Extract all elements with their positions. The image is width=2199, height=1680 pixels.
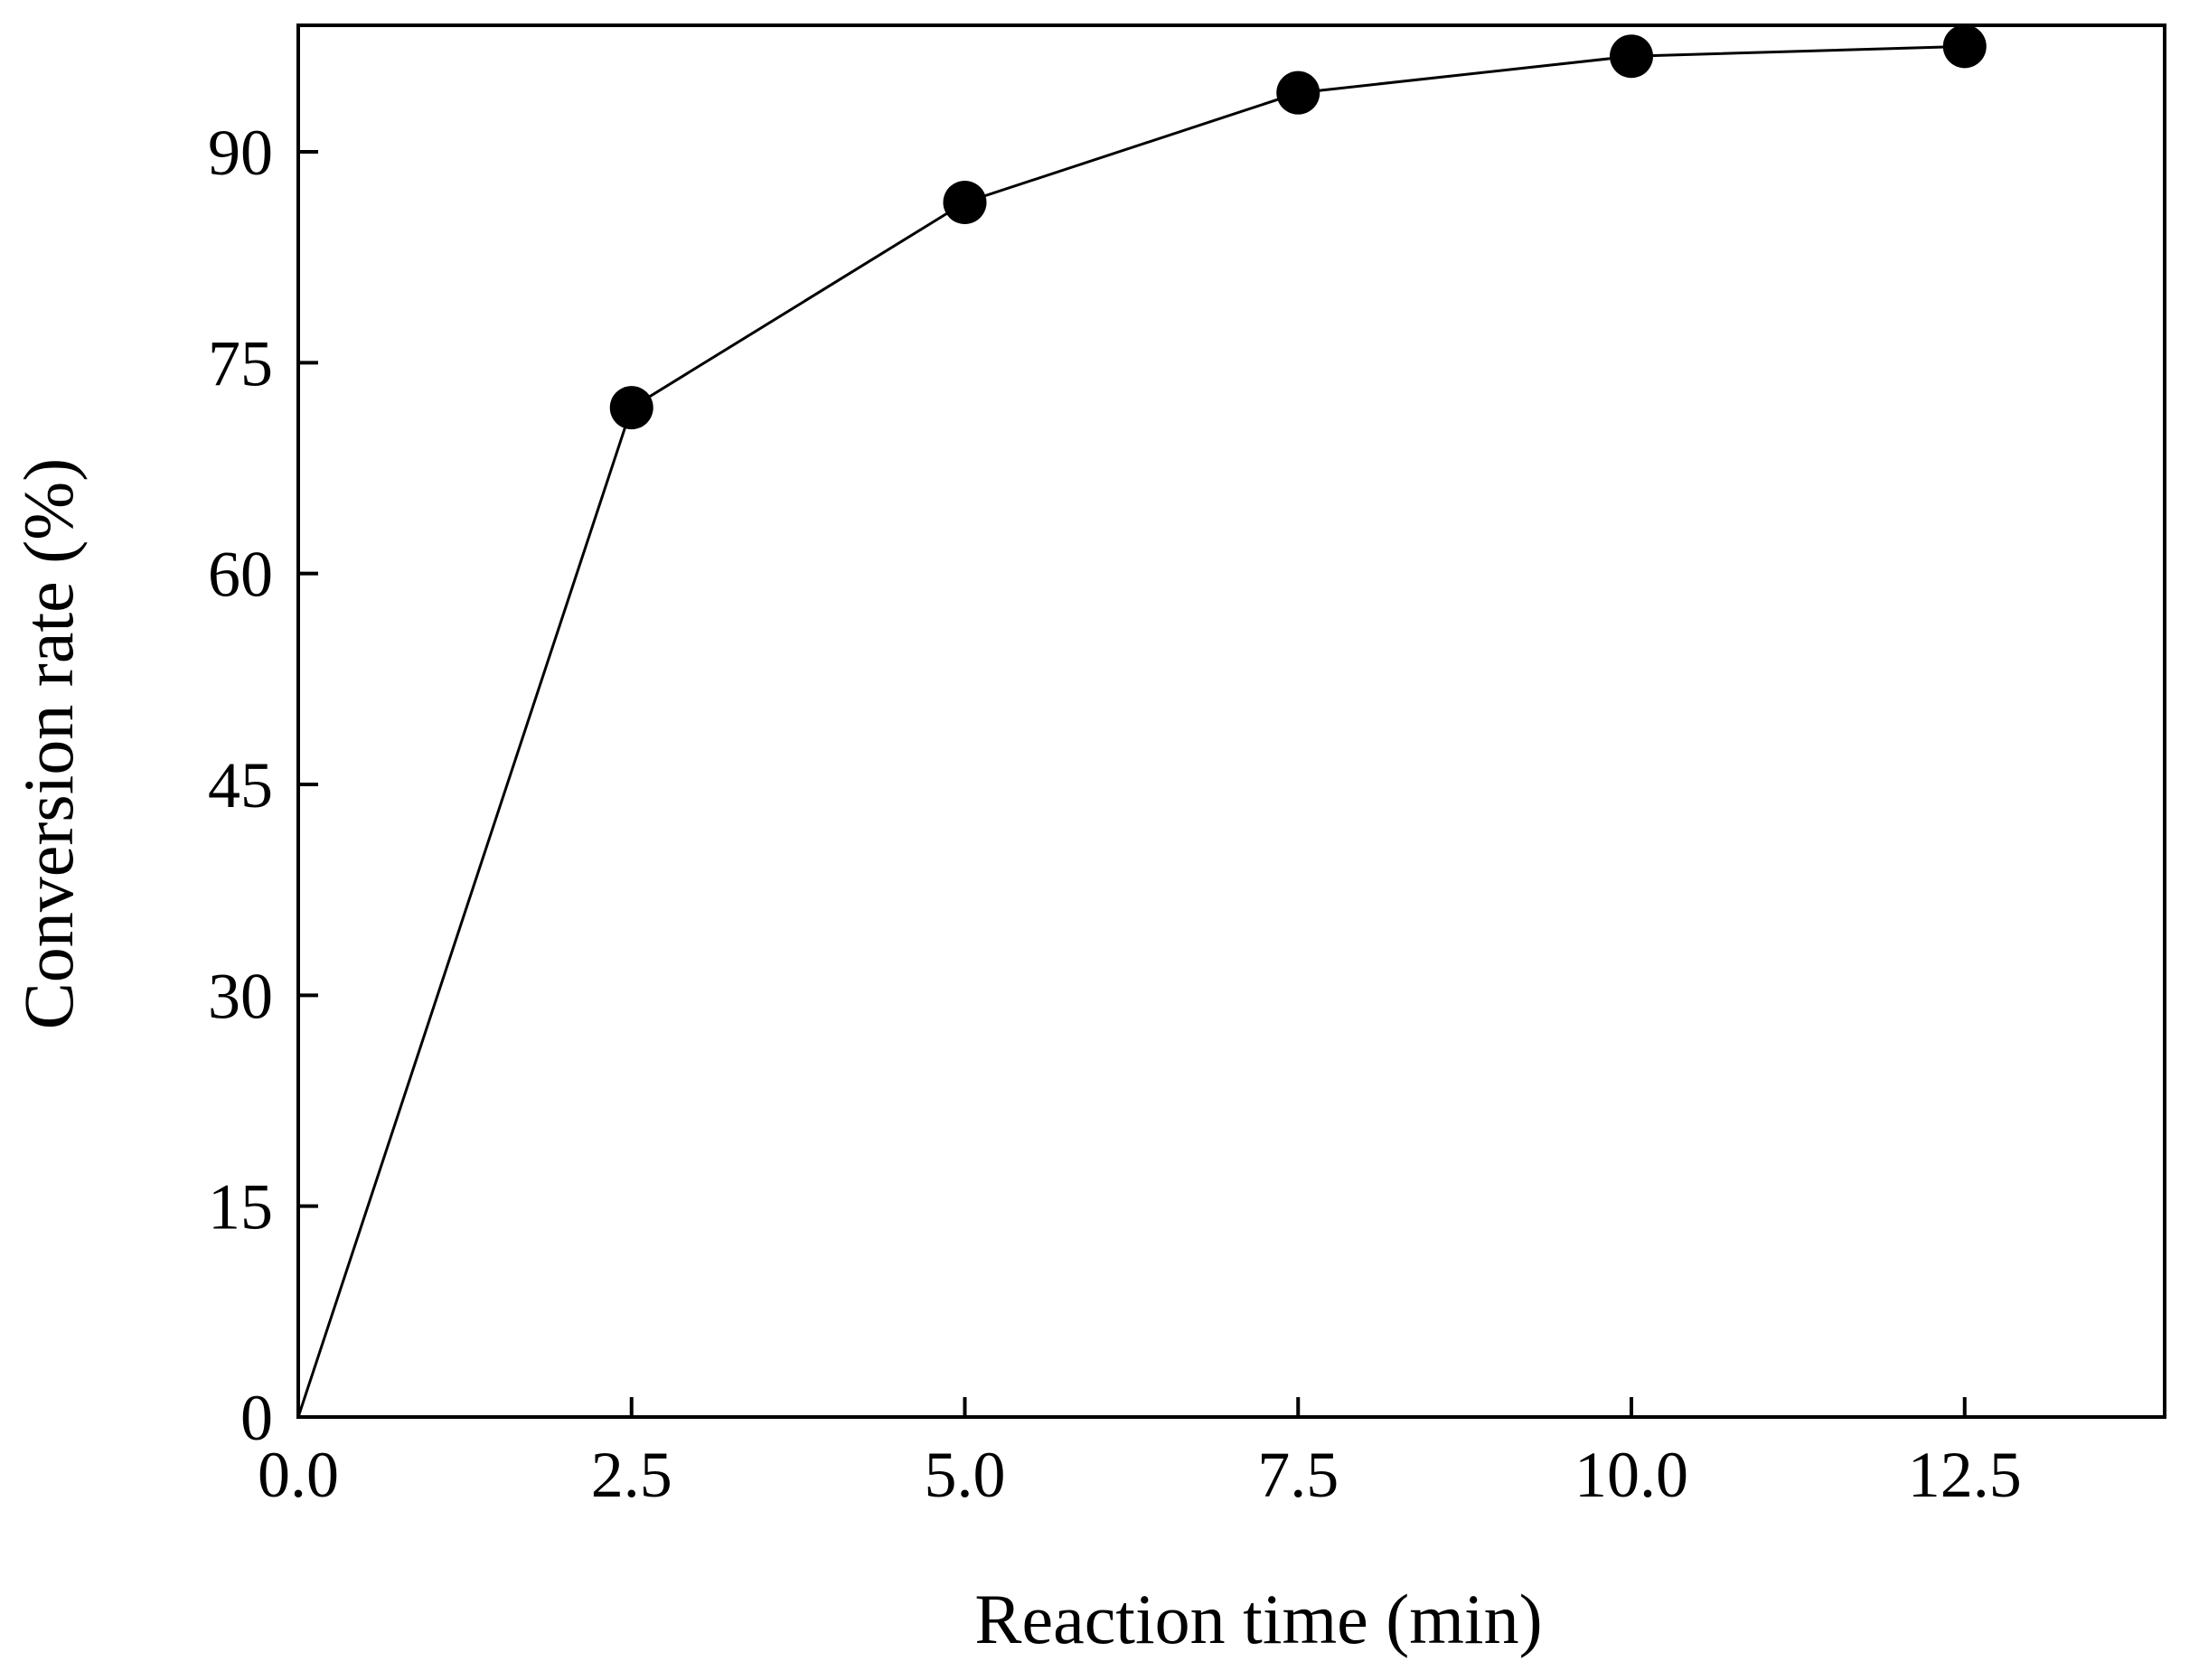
axis-ticks: 0.0 2.5 5.0 7.5 10.0 12.5 0 15 30 45 60 75 90 [208,117,2022,1511]
y-tick-label: 15 [208,1171,273,1244]
data-point [1610,34,1653,79]
x-tick-label: 10.0 [1574,1439,1688,1511]
x-tick-label: 0.0 [258,1439,339,1511]
data-series [296,24,1987,1418]
y-axis-title: Conversion rate (%) [9,458,88,1029]
series-line [296,44,1965,1418]
data-point [943,181,987,224]
data-point [1942,24,1987,69]
x-tick-label: 7.5 [1257,1439,1339,1511]
x-tick-label: 2.5 [591,1439,672,1511]
x-tick-label: 12.5 [1908,1439,2022,1511]
y-tick-label: 90 [208,117,273,189]
x-tick-label: 5.0 [925,1439,1006,1511]
data-point [1276,70,1320,115]
x-axis-title: Reaction time (min) [974,1580,1542,1658]
y-tick-label: 0 [240,1382,273,1454]
plot-frame [296,23,2166,1419]
y-tick-label: 30 [208,960,273,1032]
data-point [609,386,653,430]
y-tick-label: 60 [208,539,273,611]
y-tick-label: 45 [208,749,273,821]
y-tick-label: 75 [208,327,273,399]
